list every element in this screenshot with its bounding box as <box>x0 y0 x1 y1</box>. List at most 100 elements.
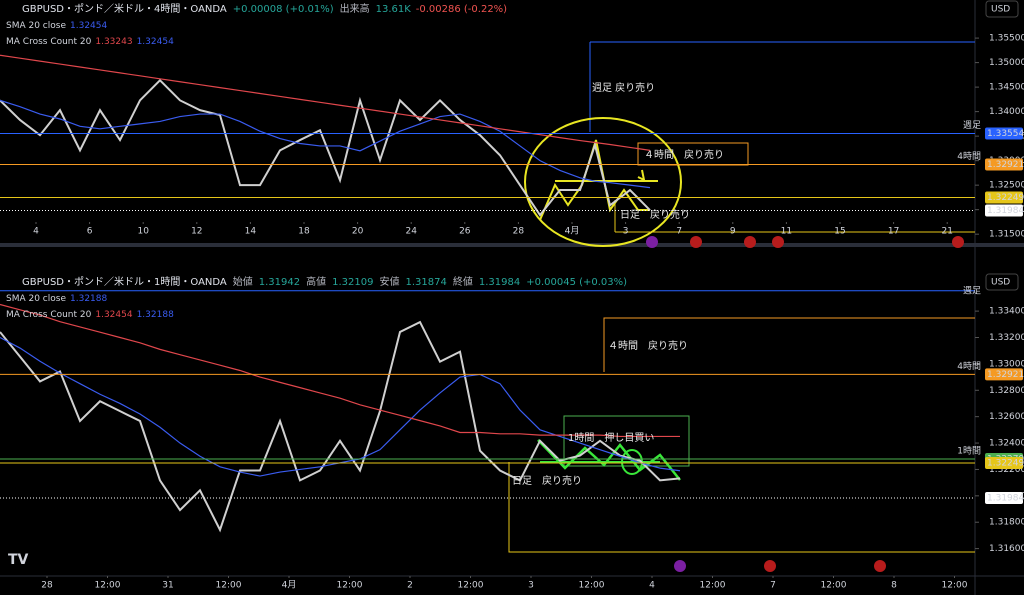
legend-value: 1.33243 <box>95 37 132 47</box>
x-tick-label: 7 <box>676 227 682 237</box>
x-tick-label: 11 <box>781 227 792 237</box>
legend-value: 1.32454 <box>137 37 174 47</box>
annotation: 日足 戻り売り <box>512 474 582 487</box>
y-tick-label: 1.32200 <box>989 465 1024 475</box>
y-tick-label: 1.32400 <box>989 439 1024 449</box>
drawing-box <box>563 415 690 467</box>
level-value: 1.32249 <box>987 193 1024 203</box>
indicator-line <box>0 303 680 438</box>
level-name: 週足 <box>963 285 981 296</box>
x-tick-label: 10 <box>137 227 149 237</box>
header-stat: 終値 <box>453 275 473 288</box>
level-badge <box>985 191 1023 204</box>
level-badge <box>985 368 1023 381</box>
legend-name: SMA 20 close <box>6 21 66 31</box>
y-tick-label: 1.35000 <box>989 58 1024 68</box>
legend-name: MA Cross Count 20 <box>6 37 92 47</box>
x-tick-label: 12 <box>191 227 202 237</box>
header-stat: -0.00286 (-0.22%) <box>416 4 507 15</box>
y-tick-label: 1.31800 <box>989 518 1024 528</box>
x-tick-label: 4 <box>649 581 655 591</box>
header-stat: 高値 <box>306 275 326 288</box>
header-stat: 1.31984 <box>479 277 520 288</box>
level-badge <box>985 491 1023 504</box>
x-tick-label: 26 <box>459 227 471 237</box>
x-tick-label: 15 <box>834 227 845 237</box>
x-tick-label: 7 <box>770 581 776 591</box>
event-icon <box>952 236 964 248</box>
header-stat: 1.31942 <box>259 277 300 288</box>
x-tick-label: 3 <box>528 581 534 591</box>
event-icon <box>646 236 658 248</box>
level-value: 1.32921 <box>987 370 1024 380</box>
x-tick-label: 9 <box>730 227 736 237</box>
annotation: 週足 戻り売り <box>592 81 655 94</box>
panel-separator <box>0 243 1024 247</box>
level-value: 1.33554 <box>987 129 1024 139</box>
legend-name: SMA 20 close <box>6 294 66 304</box>
y-tick-label: 1.32600 <box>989 412 1024 422</box>
level-badge <box>985 204 1023 217</box>
legend-entry: MA Cross Count 20 1.33243 1.32454 <box>6 37 174 47</box>
indicator-line <box>0 99 651 189</box>
y-tick-label: 1.35500 <box>989 34 1024 44</box>
level-value: 1.32921 <box>987 160 1024 170</box>
drawing-zigzag <box>537 439 681 481</box>
x-tick-label: 8 <box>891 581 897 591</box>
x-tick-label: 4月 <box>282 580 297 591</box>
event-icon <box>674 560 686 572</box>
symbol-title: GBPUSD・ポンド／米ドル・4時間・OANDA <box>22 2 227 15</box>
x-tick-label: 4月 <box>565 226 580 237</box>
event-icon <box>772 236 784 248</box>
header-stat: 1.31874 <box>405 277 446 288</box>
currency: USD <box>991 278 1010 288</box>
header: GBPUSD・ポンド／米ドル・4時間・OANDA +0.00008 (+0.01%… <box>22 2 507 15</box>
event-icon <box>690 236 702 248</box>
legend-entry: SMA 20 close 1.32454 <box>6 21 107 31</box>
x-tick-label: 18 <box>298 227 310 237</box>
header-stat: 1.32109 <box>332 277 373 288</box>
annotation: ４時間 戻り売り <box>644 148 724 161</box>
x-tick-label: 12:00 <box>216 581 242 591</box>
drawing-line <box>508 462 975 553</box>
legend-value: 1.32454 <box>95 310 132 320</box>
x-tick-label: 12:00 <box>700 581 726 591</box>
y-tick-label: 1.33000 <box>989 359 1024 369</box>
legend-value: 1.32188 <box>70 294 107 304</box>
level-badge <box>985 456 1023 469</box>
x-tick-label: 2 <box>407 581 413 591</box>
header-stat: 出来高 <box>340 2 370 15</box>
currency-box[interactable] <box>985 0 1019 18</box>
level-badge <box>985 127 1023 140</box>
logo: TV <box>8 552 29 568</box>
header-stat: +0.00008 (+0.01%) <box>233 4 334 15</box>
x-tick-label: 28 <box>513 227 525 237</box>
event-icon <box>874 560 886 572</box>
bottom-drawings <box>508 317 975 572</box>
drawing-arrow <box>637 169 646 182</box>
event-icon <box>744 236 756 248</box>
x-tick-label: 4 <box>33 227 39 237</box>
header: GBPUSD・ポンド／米ドル・1時間・OANDA 始値 1.31942 高値 1.321… <box>22 275 627 288</box>
currency-box[interactable] <box>985 273 1019 291</box>
drawing-box <box>603 317 975 372</box>
level-name: 4時間 <box>957 151 981 162</box>
x-tick-label: 12:00 <box>458 581 484 591</box>
level-name: 1時間 <box>957 446 981 457</box>
y-tick-label: 1.32500 <box>989 181 1024 191</box>
legend-entry: SMA 20 close 1.32188 <box>6 294 107 304</box>
x-tick-label: 20 <box>352 227 364 237</box>
top-drawings <box>524 41 975 248</box>
legend-value: 1.32188 <box>137 310 174 320</box>
y-tick-label: 1.33200 <box>989 333 1024 343</box>
price-line <box>0 320 681 533</box>
x-tick-label: 14 <box>245 227 257 237</box>
y-tick-label: 1.33400 <box>989 307 1024 317</box>
x-tick-label: 12:00 <box>579 581 605 591</box>
currency: USD <box>991 5 1010 15</box>
header-stat: 安値 <box>379 275 399 288</box>
annotation: 1時間 押し目買い <box>568 431 654 444</box>
level-name: 4時間 <box>957 361 981 372</box>
drawing-circle <box>524 117 682 247</box>
x-tick-label: 31 <box>162 581 173 591</box>
